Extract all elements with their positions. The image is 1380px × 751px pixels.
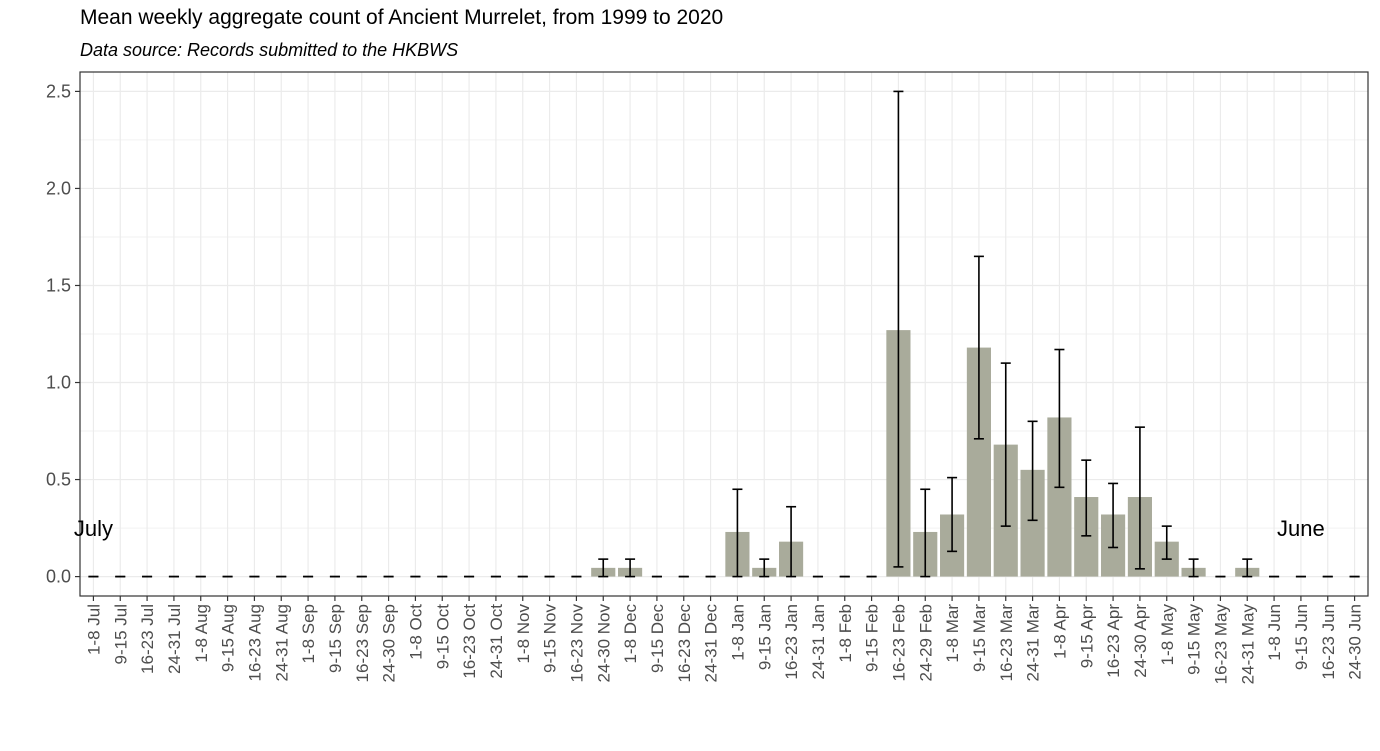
x-tick-label: 24-30 Jun — [1346, 604, 1365, 680]
month-annotation: July — [74, 516, 113, 541]
x-tick-label: 1-8 Apr — [1050, 604, 1069, 659]
x-tick-label: 9-15 Oct — [433, 604, 452, 669]
error-bar — [1134, 426, 1145, 570]
y-axis: 0.0 0.5 1.0 1.5 2.0 2.5 — [46, 81, 80, 587]
plot-frame-layer — [79, 71, 1369, 597]
x-tick-label: 9-15 Apr — [1077, 604, 1096, 669]
x-tick-label: 24-31 May — [1238, 604, 1257, 685]
x-tick-label: 1-8 Feb — [836, 604, 855, 663]
x-tick-label: 9-15 Sep — [326, 604, 345, 673]
x-tick-label: 24-31 Jul — [165, 604, 184, 674]
x-tick-label: 9-15 Jun — [1292, 604, 1311, 670]
error-bar — [598, 558, 609, 578]
x-tick-label: 1-8 Jul — [84, 604, 103, 655]
x-tick-label: 9-15 Feb — [863, 604, 882, 672]
x-tick-label: 24-31 Aug — [272, 604, 291, 682]
bars-layer — [591, 330, 1260, 577]
x-tick-label: 9-15 Jul — [111, 604, 130, 664]
x-tick-label: 16-23 Jan — [782, 604, 801, 680]
x-tick-label: 24-30 Apr — [1131, 604, 1150, 678]
error-bar — [1000, 362, 1011, 527]
x-tick-label: 1-8 Dec — [621, 604, 640, 664]
y-tick-label: 2.0 — [46, 178, 71, 198]
x-tick-label: 24-31 Oct — [487, 604, 506, 679]
error-bar — [1054, 348, 1065, 489]
x-tick-label: 16-23 May — [1211, 604, 1230, 685]
x-tick-label: 1-8 May — [1158, 604, 1177, 666]
x-tick-label: 24-31 Dec — [702, 604, 721, 683]
x-tick-label: 24-31 Jan — [809, 604, 828, 680]
error-bar — [1081, 459, 1092, 537]
x-tick-label: 16-23 Feb — [889, 604, 908, 682]
error-bar — [973, 255, 984, 440]
y-tick-label: 2.5 — [46, 81, 71, 101]
y-tick-label: 1.5 — [46, 275, 71, 295]
annotations-layer: July June — [74, 516, 1325, 541]
x-tick-label: 24-31 Mar — [1024, 604, 1043, 682]
x-tick-label: 9-15 Jan — [755, 604, 774, 670]
error-bar — [920, 488, 931, 578]
error-bar — [732, 488, 743, 578]
x-tick-label: 16-23 Sep — [353, 604, 372, 682]
error-bars-layer — [88, 90, 1360, 578]
x-tick-label: 9-15 Nov — [541, 604, 560, 673]
x-tick-label: 1-8 Aug — [192, 604, 211, 663]
y-tick-label: 0.0 — [46, 567, 71, 587]
x-tick-label: 16-23 Dec — [675, 604, 694, 683]
x-tick-label: 9-15 Mar — [970, 604, 989, 672]
x-tick-label: 9-15 Aug — [219, 604, 238, 672]
y-tick-label: 0.5 — [46, 470, 71, 490]
x-tick-label: 1-8 Jan — [728, 604, 747, 661]
error-bar — [1027, 420, 1038, 522]
x-tick-label: 9-15 May — [1185, 604, 1204, 675]
x-tick-label: 24-30 Nov — [594, 604, 613, 683]
x-tick-label: 9-15 Dec — [648, 604, 667, 673]
error-bar — [893, 90, 904, 568]
error-bar — [1161, 525, 1172, 560]
x-axis: 1-8 Jul 9-15 Jul 16-23 Jul 24-31 Jul 1-8 Aug… — [84, 596, 1365, 685]
x-tick-label: 1-8 Jun — [1265, 604, 1284, 661]
month-annotation: June — [1277, 516, 1325, 541]
error-bar — [625, 558, 636, 578]
error-bar — [1242, 558, 1253, 578]
x-tick-label: 16-23 Jul — [138, 604, 157, 674]
x-tick-label: 1-8 Sep — [299, 604, 318, 664]
error-bar — [947, 476, 958, 553]
x-tick-label: 16-23 Oct — [460, 604, 479, 679]
x-tick-label: 16-23 Mar — [997, 604, 1016, 682]
x-tick-label: 1-8 Nov — [514, 604, 533, 664]
grid-layer — [80, 72, 1368, 596]
x-tick-label: 24-29 Feb — [916, 604, 935, 682]
x-tick-label: 16-23 Jun — [1319, 604, 1338, 680]
chart-subtitle: Data source: Records submitted to the HK… — [80, 40, 459, 60]
error-bar — [1188, 558, 1199, 578]
x-tick-label: 16-23 Aug — [245, 604, 264, 682]
plot-border — [79, 71, 1369, 597]
error-bar — [759, 558, 770, 578]
error-bar — [786, 505, 797, 578]
chart-title: Mean weekly aggregate count of Ancient M… — [80, 6, 724, 29]
x-tick-label: 16-23 Apr — [1104, 604, 1123, 678]
y-tick-label: 1.0 — [46, 373, 71, 393]
x-tick-label: 1-8 Oct — [406, 604, 425, 660]
x-tick-label: 1-8 Mar — [943, 604, 962, 663]
x-tick-label: 16-23 Nov — [567, 604, 586, 683]
x-tick-label: 24-30 Sep — [380, 604, 399, 682]
error-bar — [1108, 482, 1119, 549]
